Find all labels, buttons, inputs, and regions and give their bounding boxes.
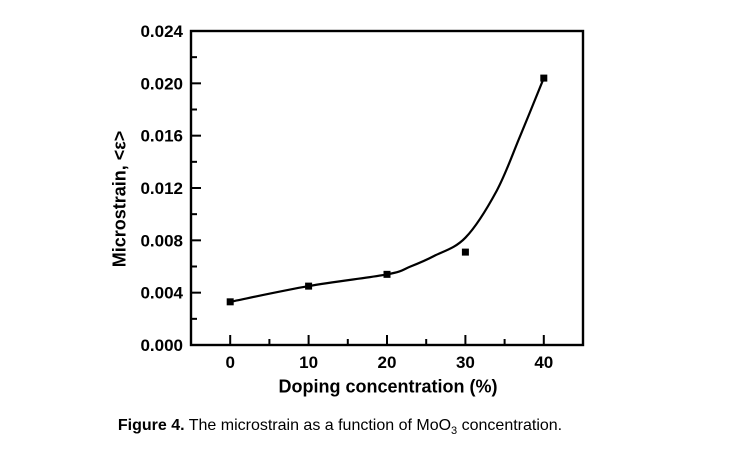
figure-caption: Figure 4. The microstrain as a function … <box>117 417 563 437</box>
data-point <box>540 74 548 82</box>
y-tick-label: 0.000 <box>140 336 183 355</box>
data-point <box>383 270 391 278</box>
x-tick-label: 20 <box>378 353 397 372</box>
data-point <box>305 282 313 290</box>
data-point <box>226 298 234 306</box>
y-tick-label: 0.012 <box>140 179 183 198</box>
x-axis-title: Doping concentration (%) <box>278 376 498 397</box>
y-tick-label: 0.024 <box>140 22 183 41</box>
y-tick-label: 0.016 <box>140 127 183 146</box>
fit-curve <box>229 77 545 303</box>
y-tick-label: 0.020 <box>140 74 183 93</box>
caption-text: The microstrain as a function of MoO <box>184 417 452 434</box>
caption-figure-label: Figure 4. <box>117 417 185 434</box>
x-tick-label: 0 <box>225 353 234 372</box>
caption-subscript: 3 <box>451 425 458 437</box>
y-tick-label: 0.004 <box>140 284 183 303</box>
x-tick-label: 30 <box>456 353 475 372</box>
caption-text-end: concentration. <box>457 417 563 434</box>
x-tick-label: 10 <box>299 353 318 372</box>
data-point <box>461 248 469 256</box>
plot-border <box>189 29 585 347</box>
y-tick-label: 0.008 <box>140 231 183 250</box>
y-axis-title: Microstrain, <ε> <box>109 130 130 268</box>
x-tick-label: 40 <box>534 353 553 372</box>
